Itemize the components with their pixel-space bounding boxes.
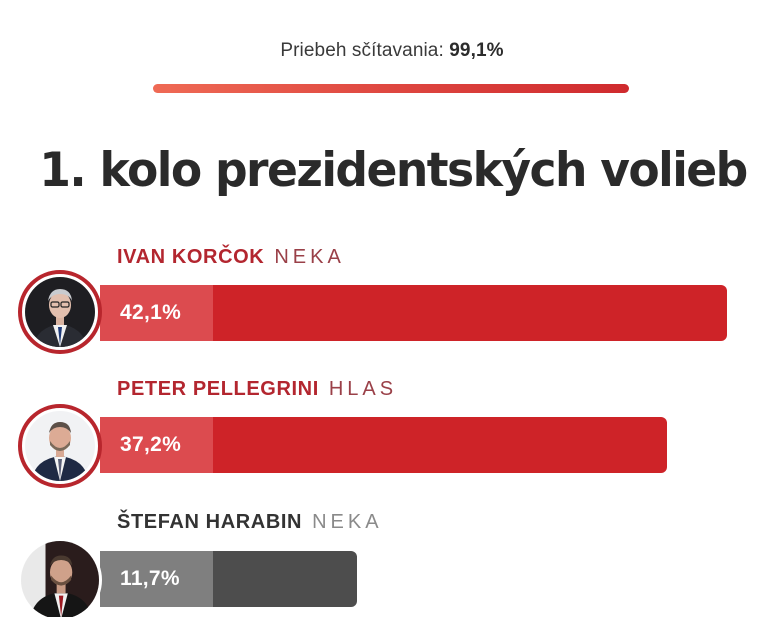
candidate-name-harabin: ŠTEFAN HARABIN NEKA: [117, 511, 383, 534]
candidate-name-korcok: IVAN KORČOK NEKA: [117, 246, 345, 269]
avatar-korcok: [18, 270, 102, 354]
page-title: 1. kolo prezidentských volieb: [39, 143, 748, 198]
candidate-party: NEKA: [274, 246, 345, 268]
candidate-name: PETER PELLEGRINI: [117, 378, 319, 400]
result-bar-pellegrini: 37,2%: [100, 417, 667, 473]
candidate-party: NEKA: [312, 511, 383, 533]
candidate-party: HLAS: [328, 378, 398, 400]
candidate-name: IVAN KORČOK: [117, 246, 265, 268]
result-bar-harabin: 11,7%: [100, 551, 357, 607]
percent-label: 11,7%: [100, 551, 213, 607]
progress-label: Priebeh sčítavania:: [280, 40, 444, 61]
progress-value: 99,1%: [449, 40, 504, 61]
result-bar-korcok: 42,1%: [100, 285, 727, 341]
percent-label: 37,2%: [100, 417, 213, 473]
candidate-name-pellegrini: PETER PELLEGRINI HLAS: [117, 378, 397, 401]
avatar-harabin: [18, 538, 102, 617]
avatar-pellegrini: [18, 404, 102, 488]
candidate-photo-pellegrini-icon: [25, 411, 95, 481]
candidate-photo-korcok-icon: [25, 277, 95, 347]
counting-progress-text: Priebeh sčítavania: 99,1%: [0, 40, 768, 62]
counting-progress-bar: [153, 84, 629, 93]
percent-label: 42,1%: [100, 285, 213, 341]
candidate-photo-harabin-icon: [21, 541, 99, 617]
candidate-name: ŠTEFAN HARABIN: [117, 511, 303, 533]
